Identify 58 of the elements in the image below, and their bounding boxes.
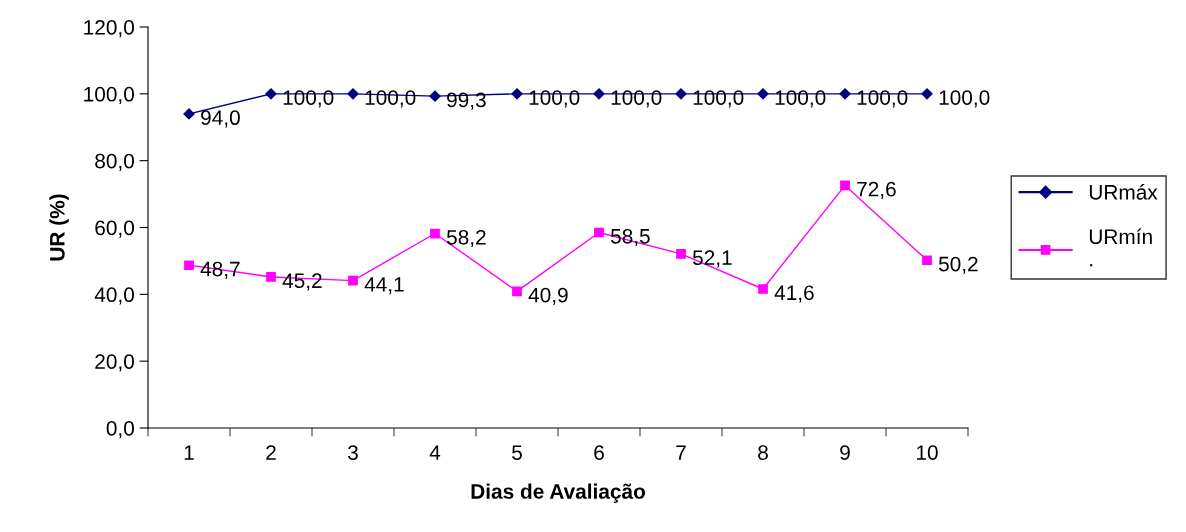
- point: [184, 260, 194, 271]
- data-label: 94,0: [201, 110, 240, 128]
- point: [839, 88, 851, 100]
- point: [430, 228, 440, 239]
- data-label: 100,0: [611, 90, 662, 108]
- point: [757, 88, 769, 100]
- data-label: 100,0: [529, 90, 580, 108]
- data-label: 100,0: [693, 90, 744, 108]
- x-tick-label: 6: [594, 445, 604, 460]
- point: [593, 88, 605, 100]
- x-tick-label: 3: [348, 445, 358, 460]
- y-axis-title: UR (%): [49, 194, 69, 261]
- data-label: 100,0: [365, 90, 416, 108]
- point: [265, 88, 277, 100]
- x-tick-label: 8: [758, 445, 768, 460]
- data-label: 100,0: [857, 90, 908, 108]
- y-tick-label: 120,0: [84, 20, 134, 38]
- point: [348, 275, 358, 286]
- data-label: 100,0: [283, 90, 334, 108]
- x-axis-title: Dias de Avaliação: [471, 483, 645, 503]
- point: [921, 88, 933, 100]
- data-label: 50,2: [938, 256, 978, 274]
- legend-label: URmín .: [1089, 228, 1152, 267]
- data-label: 100,0: [939, 90, 990, 108]
- y-tick-label: 20,0: [95, 354, 134, 372]
- data-label: 100,0: [775, 90, 826, 108]
- point: [266, 272, 276, 282]
- point: [676, 249, 686, 259]
- point: [675, 88, 687, 100]
- point: [511, 88, 523, 100]
- data-label: 99,3: [447, 92, 486, 110]
- point: [183, 108, 195, 120]
- point: [512, 286, 522, 297]
- data-label: 52,1: [692, 250, 732, 268]
- x-tick-label: 2: [266, 445, 276, 460]
- y-tick-label: 60,0: [95, 220, 134, 238]
- data-label: 58,2: [446, 229, 486, 248]
- data-label: 41,6: [774, 285, 814, 303]
- point: [429, 90, 441, 102]
- y-tick-label: 100,0: [84, 86, 134, 105]
- point: [840, 180, 850, 191]
- point: [594, 227, 604, 238]
- data-label: 40,9: [528, 287, 568, 305]
- x-tick-label: 1: [184, 445, 194, 460]
- data-label: 72,6: [857, 181, 896, 199]
- x-tick-label: 9: [840, 445, 850, 460]
- point: [347, 88, 359, 100]
- y-tick-label: 0,0: [106, 421, 134, 439]
- legend-label: URmáx: [1089, 184, 1158, 200]
- x-tick-label: 10: [917, 445, 938, 460]
- point: [922, 255, 932, 266]
- data-label: 44,1: [364, 277, 404, 295]
- point: [758, 284, 768, 294]
- x-tick-label: 4: [429, 445, 441, 460]
- y-tick-label: 40,0: [94, 287, 134, 305]
- y-tick-label: 80,0: [95, 153, 134, 171]
- x-tick-label: 5: [512, 445, 522, 460]
- x-tick-label: 7: [676, 445, 686, 460]
